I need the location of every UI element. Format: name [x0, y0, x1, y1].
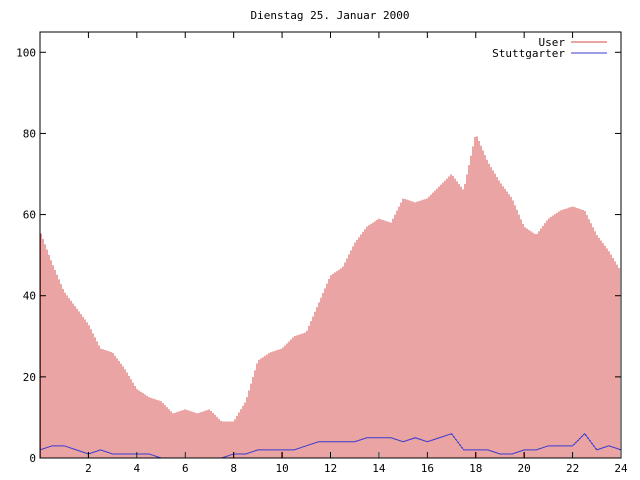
x-tick-label: 18 — [469, 462, 482, 475]
x-tick-label: 4 — [134, 462, 141, 475]
x-tick-label: 8 — [230, 462, 237, 475]
x-tick-label: 14 — [372, 462, 386, 475]
y-tick-label: 0 — [29, 452, 36, 465]
chart-title: Dienstag 25. Januar 2000 — [251, 9, 410, 22]
legend: User Stuttgarter — [492, 36, 607, 60]
x-axis: 2 4 6 8 10 12 14 16 18 20 22 24 — [85, 32, 628, 475]
y-axis: 0 20 40 60 80 100 — [16, 46, 621, 465]
x-tick-label: 12 — [324, 462, 337, 475]
x-tick-label: 24 — [614, 462, 628, 475]
legend-label-stuttgarter: Stuttgarter — [492, 47, 565, 60]
x-tick-label: 2 — [85, 462, 92, 475]
x-tick-label: 20 — [518, 462, 531, 475]
x-tick-label: 10 — [275, 462, 288, 475]
y-tick-label: 80 — [23, 127, 36, 140]
y-tick-label: 60 — [23, 209, 36, 222]
user-series — [40, 136, 620, 458]
y-tick-label: 20 — [23, 371, 36, 384]
y-tick-label: 40 — [23, 290, 36, 303]
legend-label-user: User — [539, 36, 566, 49]
y-tick-label: 100 — [16, 46, 36, 59]
x-tick-label: 16 — [421, 462, 434, 475]
x-tick-label: 6 — [182, 462, 189, 475]
x-tick-label: 22 — [566, 462, 579, 475]
